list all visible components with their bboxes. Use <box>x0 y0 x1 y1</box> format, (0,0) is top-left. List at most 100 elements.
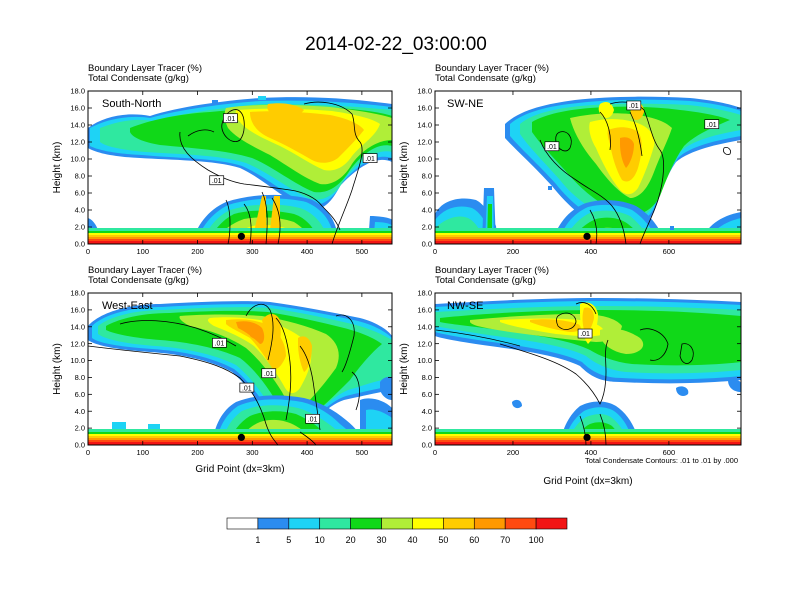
x-tick-label: 100 <box>137 247 150 256</box>
panel-header-line-2: Total Condensate (g/kg) <box>435 275 536 286</box>
colorbar: 1 5 10 20 30 40 50 60 70 100 <box>226 517 568 545</box>
contour-label: .01 <box>580 331 590 338</box>
colorbar-swatch <box>319 517 351 530</box>
colorbar-label: 30 <box>377 535 387 545</box>
x-tick-label: 200 <box>507 448 520 457</box>
y-tick-label: 0.0 <box>75 441 85 450</box>
panel-header-line-2: Total Condensate (g/kg) <box>88 275 189 286</box>
y-tick-label: 16.0 <box>417 104 432 113</box>
contour-label: .01 <box>215 341 225 348</box>
panel-header-line-2: Total Condensate (g/kg) <box>435 73 536 84</box>
y-tick-label: 0.0 <box>75 240 85 249</box>
contour-label-box <box>209 175 225 186</box>
y-tick-label: 18.0 <box>417 289 432 298</box>
y-tick-label: 12.0 <box>417 138 432 147</box>
y-tick-label: 16.0 <box>417 305 432 314</box>
location-marker <box>237 232 245 240</box>
y-tick-label: 12.0 <box>70 339 85 348</box>
contour-label-box <box>704 119 720 130</box>
panel-header-line-2: Total Condensate (g/kg) <box>88 73 189 84</box>
x-tick-label: 200 <box>507 247 520 256</box>
x-tick-label: 400 <box>301 448 314 457</box>
panel-header-line-1: Boundary Layer Tracer (%) <box>435 63 549 74</box>
contour-label-box <box>261 368 277 379</box>
contour-label: .01 <box>629 103 639 110</box>
colorbar-label: 20 <box>346 535 356 545</box>
colorbar-swatch <box>443 517 475 530</box>
y-tick-label: 14.0 <box>70 121 85 130</box>
colorbar-label: 10 <box>315 535 325 545</box>
y-tick-label: 8.0 <box>75 172 85 181</box>
panel-label: South-North <box>102 98 161 110</box>
y-tick-label: 0.0 <box>422 441 432 450</box>
y-tick-label: 14.0 <box>417 121 432 130</box>
colorbar-label: 70 <box>500 535 510 545</box>
y-tick-label: 10.0 <box>70 155 85 164</box>
contour-label-box <box>212 337 227 348</box>
panel-sw-ne: Boundary Layer Tracer (%) Total Condensa… <box>399 63 742 256</box>
contour-label-box <box>362 153 378 163</box>
x-tick-label: 100 <box>137 448 150 457</box>
location-marker <box>237 433 245 441</box>
panel-nw-se: Boundary Layer Tracer (%) Total Condensa… <box>399 265 742 487</box>
x-tick-label: 600 <box>663 448 676 457</box>
x-axis-label: Grid Point (dx=3km) <box>195 464 284 475</box>
y-tick-label: 16.0 <box>70 305 85 314</box>
y-tick-label: 18.0 <box>70 289 85 298</box>
field-layer <box>435 96 741 244</box>
y-tick-label: 10.0 <box>417 356 432 365</box>
contour-label-box <box>223 113 238 124</box>
contour-label: .01 <box>308 417 318 424</box>
y-tick-label: 16.0 <box>70 104 85 113</box>
y-tick-label: 8.0 <box>422 373 432 382</box>
x-tick-label: 300 <box>246 448 259 457</box>
y-tick-label: 18.0 <box>417 87 432 96</box>
y-tick-label: 8.0 <box>422 172 432 181</box>
contour-label-box <box>544 141 560 152</box>
y-axis-label: Height (km) <box>52 343 63 395</box>
contour-label: .01 <box>212 178 222 185</box>
x-tick-label: 400 <box>585 448 598 457</box>
y-tick-label: 2.0 <box>422 223 432 232</box>
panel-south-north: Boundary Layer Tracer (%) Total Condensa… <box>52 63 393 256</box>
contour-label: .01 <box>242 385 252 392</box>
colorbar-swatch <box>504 517 537 530</box>
y-tick-label: 6.0 <box>75 189 85 198</box>
y-tick-label: 6.0 <box>75 390 85 399</box>
contour-label: .01 <box>264 371 274 378</box>
y-tick-label: 2.0 <box>75 223 85 232</box>
y-tick-label: 4.0 <box>422 407 432 416</box>
x-tick-label: 300 <box>246 247 259 256</box>
y-axis-label: Height (km) <box>399 343 410 395</box>
y-tick-label: 4.0 <box>75 206 85 215</box>
y-tick-label: 10.0 <box>417 155 432 164</box>
y-tick-label: 6.0 <box>422 390 432 399</box>
colorbar-swatch <box>288 517 321 530</box>
contour-label-box <box>239 382 255 393</box>
x-tick-label: 500 <box>356 247 369 256</box>
y-tick-label: 18.0 <box>70 87 85 96</box>
colorbar-label: 40 <box>407 535 417 545</box>
panel-west-east: Boundary Layer Tracer (%) Total Condensa… <box>52 265 393 475</box>
x-tick-label: 0 <box>86 247 90 256</box>
contour-label-box <box>305 413 320 424</box>
contour-label: .01 <box>365 156 375 163</box>
y-tick-label: 4.0 <box>75 407 85 416</box>
field-layer <box>88 96 392 244</box>
colorbar-swatch <box>257 517 290 530</box>
colorbar-label: 60 <box>469 535 479 545</box>
y-axis-label: Height (km) <box>52 142 63 194</box>
y-tick-label: 2.0 <box>75 424 85 433</box>
panel-header-line-1: Boundary Layer Tracer (%) <box>88 63 202 74</box>
contour-label: .01 <box>707 122 717 129</box>
y-tick-label: 2.0 <box>422 424 432 433</box>
x-tick-label: 200 <box>191 247 204 256</box>
plot-frame <box>434 292 742 446</box>
contour-label: .01 <box>547 144 557 151</box>
colorbar-swatch <box>381 517 413 530</box>
contour-note: Total Condensate Contours: .01 to .01 by… <box>585 456 738 465</box>
colorbar-swatch <box>412 517 444 530</box>
colorbar-swatch <box>350 517 382 530</box>
panel-label: NW-SE <box>447 300 483 312</box>
